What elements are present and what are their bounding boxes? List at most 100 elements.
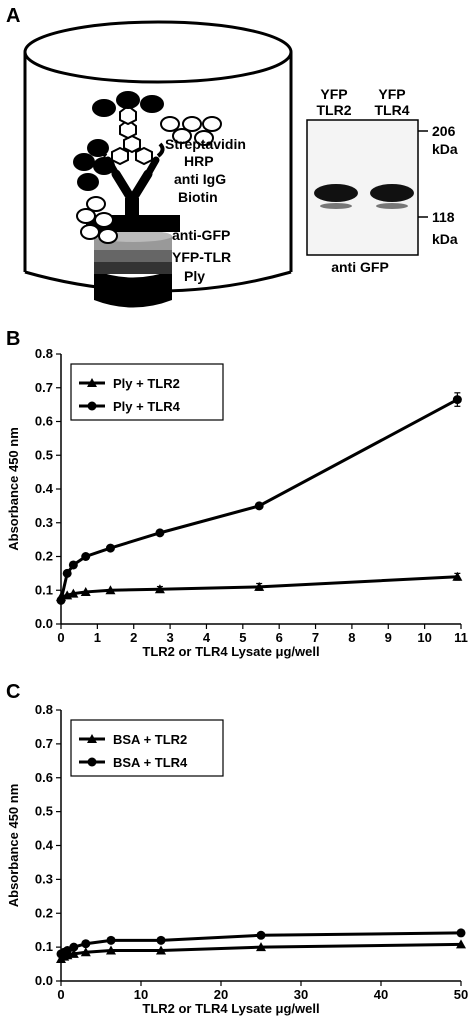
legend-box [70,363,224,421]
label-yfp-tlr: YFP-TLR [172,249,231,265]
panel-c: C 0.0 0.1 0.2 0.3 0.4 0.5 0.6 0.7 0.8 0 10 20 30 40 50… [6,681,468,1016]
panel-b: B 0.0 0.1 0.2 0.3 0.4 0.5 0.6 0.7 0.8 0 1 2 3 4 5 6 7 8 9 1… [6,328,468,659]
solid-ovals-left [73,139,115,191]
data-point-triangle [68,588,79,598]
label-anti-gfp: anti-GFP [172,227,230,243]
y-tick-label: 0.2 [35,905,53,920]
x-tick-label: 50 [454,987,468,1002]
x-tick-label: 2 [130,630,137,645]
y-axis-title: Absorbance 450 nm [6,784,21,908]
x-tick-label: 7 [312,630,319,645]
x-tick-label: 4 [203,630,211,645]
data-point-circle [62,568,72,578]
data-point-circle [254,501,264,511]
legend-label-1: BSA + TLR2 [113,732,187,747]
y-tick-label: 0.1 [35,939,53,954]
label-anti-igg: anti IgG [174,171,226,187]
x-tick-label: 3 [166,630,173,645]
lane-2-label-bottom: TLR4 [375,102,410,118]
blot-caption: anti GFP [331,259,389,275]
y-tick-label: 0.7 [35,736,53,751]
lane-2-label-top: YFP [378,86,405,102]
antibody-y [104,156,160,205]
x-tick-label: 10 [134,987,148,1002]
data-point-triangle [156,945,166,955]
data-point-circle [81,939,91,949]
y-tick-label: 0.5 [35,804,53,819]
data-point-circle [155,528,165,538]
data-point-circle [256,930,266,940]
y-tick-label: 0.6 [35,770,53,785]
y-tick-label: 0.0 [35,616,53,631]
x-tick-label: 6 [276,630,283,645]
data-point-triangle [456,939,466,949]
data-point-triangle [452,571,463,581]
panel-b-letter: B [6,328,20,350]
y-tick-label: 0.2 [35,549,53,564]
y-tick-label: 0.7 [35,380,53,395]
panel-a-letter: A [6,5,20,27]
x-tick-label: 30 [294,987,308,1002]
y-tick-label: 0.1 [35,582,53,597]
data-point-circle [452,395,462,405]
open-ovals-top [160,116,222,146]
data-point-circle [56,595,66,605]
y-tick-label: 0.8 [35,346,53,361]
x-tick-label: 9 [385,630,392,645]
x-tick-label: 11 [454,630,468,645]
y-tick-label: 0.4 [35,481,54,496]
y-tick-label: 0.3 [35,871,53,886]
legend-marker-circle [87,401,97,411]
y-tick-label: 0.4 [35,838,54,853]
western-blot: YFP TLR2 YFP TLR4 206 kDa 118 kDa anti G… [306,86,458,275]
legend-label-2: Ply + TLR4 [113,399,181,414]
x-tick-label: 8 [348,630,355,645]
x-axis-title: TLR2 or TLR4 Lysate μg/well [142,1001,319,1016]
data-point-triangle [254,581,265,591]
data-point-triangle [105,585,116,595]
marker-206-unit: kDa [432,141,458,157]
data-point-triangle [80,947,91,957]
panel-c-letter: C [6,681,20,703]
legend-marker-triangle [87,378,97,387]
solid-ovals-top [92,91,164,117]
legend-label-1: Ply + TLR2 [113,376,180,391]
label-streptavidin: Streptavidin [165,136,246,152]
band-tlr4-lower [376,203,408,209]
data-point-triangle [106,945,116,955]
data-point-circle [68,560,78,570]
marker-118-unit: kDa [432,231,458,247]
legend-marker-triangle [87,734,97,743]
label-biotin: Biotin [178,189,218,205]
band-tlr2 [314,184,358,202]
data-point-circle [456,928,466,938]
x-tick-label: 1 [94,630,101,645]
chart-c: 0.0 0.1 0.2 0.3 0.4 0.5 0.6 0.7 0.8 0 10 20 30 40 50 TL… [6,702,468,1016]
chart-b: 0.0 0.1 0.2 0.3 0.4 0.5 0.6 0.7 0.8 0 1 2 3 4 5 6 7 8 9 10 1… [6,346,468,659]
legend-marker-circle [87,757,97,767]
open-ovals-left [76,196,118,244]
data-point-circle [156,935,166,945]
panel-a: A [6,5,458,308]
legend-label-2: BSA + TLR4 [113,755,188,770]
x-tick-label: 10 [417,630,431,645]
data-point-circle [106,935,116,945]
x-tick-label: 40 [374,987,388,1002]
label-hrp: HRP [184,153,214,169]
x-axis-title: TLR2 or TLR4 Lysate μg/well [142,644,319,659]
x-tick-label: 20 [214,987,228,1002]
x-tick-label: 0 [57,630,64,645]
marker-206: 206 [432,123,456,139]
y-axis-title: Absorbance 450 nm [6,427,21,551]
series-line-2 [59,398,459,601]
legend-box [70,719,224,777]
marker-118: 118 [432,209,455,225]
data-point-triangle [68,948,79,958]
lane-1-label-top: YFP [320,86,347,102]
band-tlr2-lower [320,203,352,209]
x-tick-label: 5 [239,630,246,645]
data-point-circle [105,543,115,553]
y-tick-label: 0.3 [35,515,53,530]
lane-1-label-bottom: TLR2 [317,102,352,118]
